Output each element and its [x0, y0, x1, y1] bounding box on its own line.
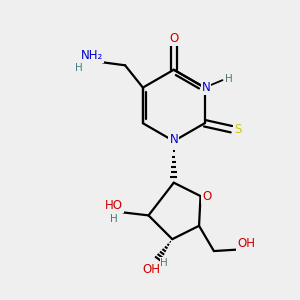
Text: OH: OH — [237, 237, 255, 250]
Text: H: H — [110, 214, 118, 224]
Text: NH₂: NH₂ — [81, 49, 104, 62]
Text: N: N — [202, 81, 211, 94]
Text: HO: HO — [105, 200, 123, 212]
Text: S: S — [234, 123, 242, 136]
Text: O: O — [202, 190, 212, 202]
Text: H: H — [160, 258, 168, 268]
Text: H: H — [74, 63, 82, 73]
Text: NH: NH — [84, 49, 101, 62]
Text: O: O — [169, 32, 178, 45]
Text: H: H — [225, 74, 232, 84]
Text: N: N — [169, 133, 178, 146]
Text: OH: OH — [142, 263, 160, 276]
